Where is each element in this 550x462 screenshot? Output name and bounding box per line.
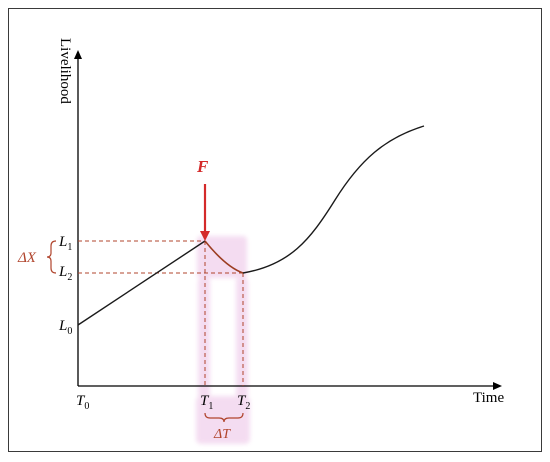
delta-x-brace [46,240,57,274]
figure-frame [8,8,542,452]
delta-t-brace [204,412,244,423]
l0-label: L0 [58,318,72,337]
delta-x-label: ΔX [17,250,37,266]
x-axis-label: Time [473,390,504,406]
t2-label: T2 [237,393,250,412]
livelihood-rise-segment [77,240,206,326]
force-label: F [196,157,209,176]
guide-lines [78,240,244,386]
l1-label: L1 [58,234,72,253]
livelihood-shock-segment [204,240,244,274]
y-axis-label: Livelihood [57,38,73,104]
t0-label: T0 [76,393,89,412]
delta-t-label: ΔT [213,427,231,442]
l2-label: L2 [58,264,72,283]
t1-label: T1 [200,393,213,412]
livelihood-recovery-segment [242,125,425,274]
